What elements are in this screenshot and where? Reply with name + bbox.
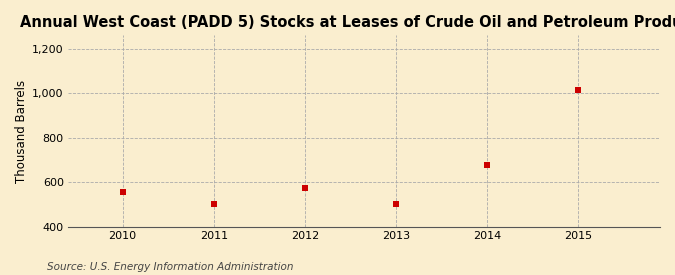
Point	[481, 163, 492, 168]
Point	[572, 88, 583, 92]
Point	[209, 202, 219, 207]
Y-axis label: Thousand Barrels: Thousand Barrels	[15, 79, 28, 183]
Point	[300, 185, 310, 190]
Text: Source: U.S. Energy Information Administration: Source: U.S. Energy Information Administ…	[47, 262, 294, 272]
Point	[390, 202, 401, 207]
Title: Annual West Coast (PADD 5) Stocks at Leases of Crude Oil and Petroleum Products: Annual West Coast (PADD 5) Stocks at Lea…	[20, 15, 675, 30]
Point	[117, 190, 128, 194]
